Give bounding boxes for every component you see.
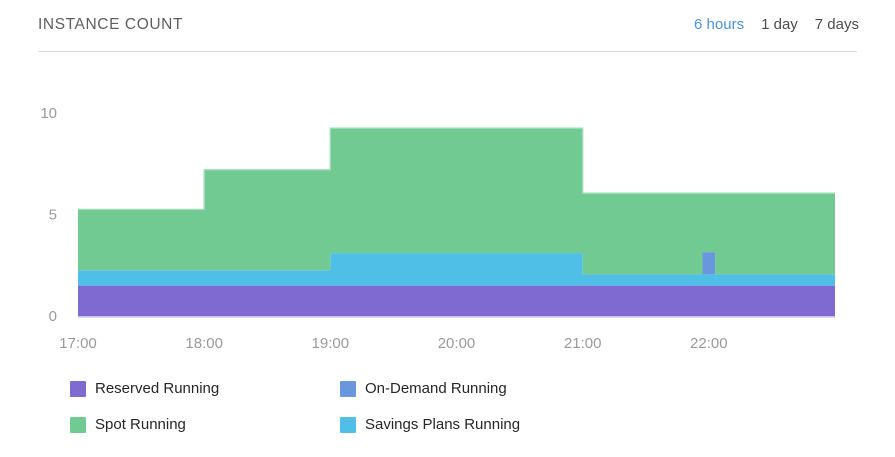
- x-axis-tick-label: 17:00: [59, 335, 97, 352]
- area-reserved-running: [78, 285, 835, 316]
- x-axis-tick-label: 20:00: [438, 335, 476, 352]
- range-option-7-days[interactable]: 7 days: [814, 16, 859, 33]
- savings-plans-running-swatch-icon: [340, 416, 356, 433]
- x-axis-tick-label: 22:00: [690, 335, 728, 352]
- legend-item-savings-plans-running[interactable]: Savings Plans Running: [340, 416, 520, 433]
- legend-label: Reserved Running: [95, 380, 220, 397]
- legend-item-spot-running[interactable]: Spot Running: [70, 416, 340, 433]
- x-axis-tick-label: 18:00: [185, 335, 223, 352]
- chart-legend: Reserved Running On-Demand Running Spot …: [70, 380, 520, 433]
- legend-label: On-Demand Running: [365, 380, 507, 397]
- stack-top-edge: [78, 127, 835, 211]
- x-axis-tick-label: 21:00: [564, 335, 602, 352]
- header-divider: [38, 51, 857, 52]
- x-axis-tick-label: 19:00: [312, 335, 350, 352]
- area-savings-plans-running: [78, 253, 835, 286]
- legend-item-on-demand-running[interactable]: On-Demand Running: [340, 380, 520, 397]
- time-range-selector: 6 hours 1 day 7 days: [694, 16, 859, 33]
- instance-count-chart: 0 5 10 17:00 18:00 19:00 20:00 21:00 22:00: [40, 105, 835, 352]
- y-axis-tick-label: 10: [40, 105, 57, 122]
- range-option-6-hours[interactable]: 6 hours: [694, 16, 745, 33]
- legend-label: Spot Running: [95, 416, 186, 433]
- page-title: INSTANCE COUNT: [38, 16, 184, 33]
- y-axis-tick-label: 0: [49, 308, 57, 325]
- legend-label: Savings Plans Running: [365, 416, 521, 433]
- y-axis-tick-label: 5: [49, 207, 57, 224]
- legend-item-reserved-running[interactable]: Reserved Running: [70, 380, 340, 397]
- range-option-1-day[interactable]: 1 day: [761, 16, 798, 33]
- on-demand-running-swatch-icon: [340, 380, 356, 397]
- reserved-running-swatch-icon: [70, 380, 86, 397]
- spot-running-swatch-icon: [70, 416, 86, 433]
- area-spot-running: [78, 128, 835, 275]
